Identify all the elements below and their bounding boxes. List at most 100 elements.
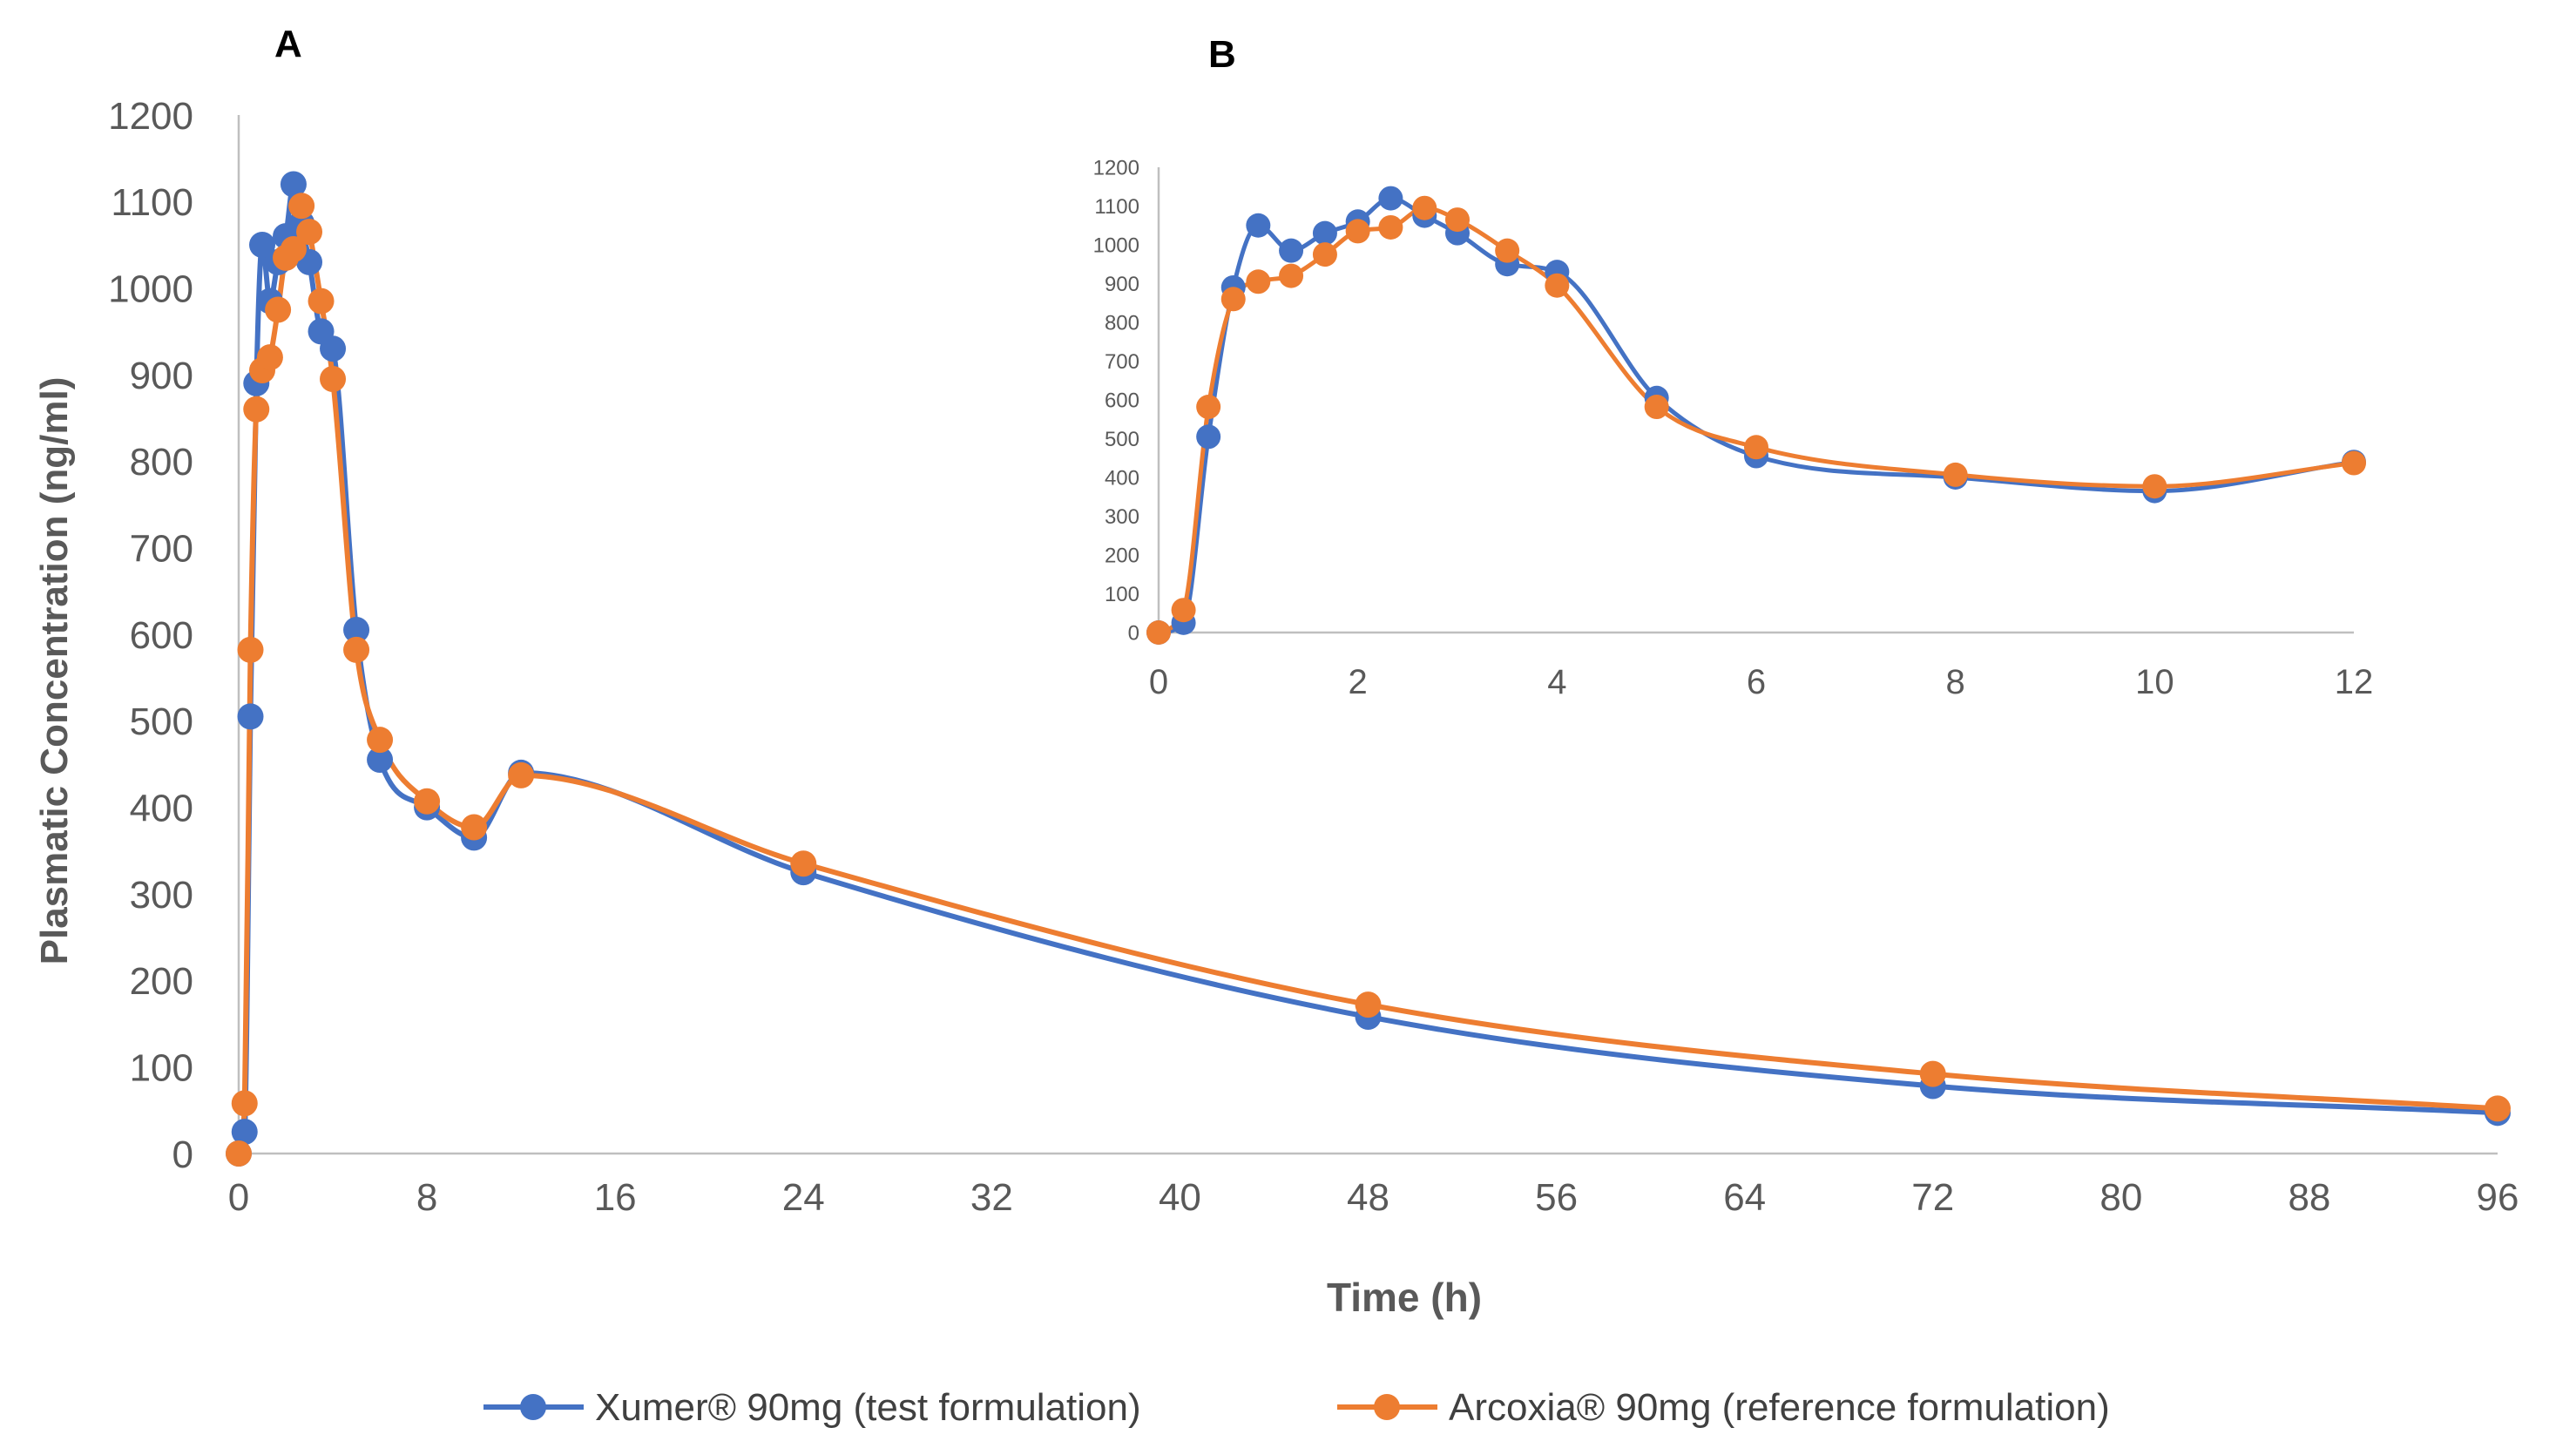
- b-x-tick-label: 12: [2335, 663, 2374, 701]
- b-x-tick-label: 8: [1946, 663, 1965, 701]
- a-series-1-point: [288, 193, 315, 220]
- a-y-tick-label: 300: [130, 874, 193, 917]
- b-y-tick-label: 200: [1105, 545, 1139, 568]
- b-series-1-point: [1412, 195, 1437, 220]
- b-series-1-point: [1445, 207, 1470, 233]
- a-x-tick-label: 8: [416, 1176, 437, 1219]
- a-y-tick-label: 100: [130, 1047, 193, 1090]
- legend-marker-0: [520, 1394, 546, 1420]
- b-y-tick-label: 300: [1105, 505, 1139, 529]
- a-y-tick-label: 900: [130, 355, 193, 397]
- panel-a-axes: [237, 115, 2498, 1155]
- a-series-1-point: [1919, 1060, 1946, 1087]
- a-x-tick-label: 72: [1911, 1176, 1954, 1219]
- b-y-tick-label: 800: [1105, 312, 1139, 335]
- b-x-tick-label: 2: [1349, 663, 1368, 701]
- legend-marker-1: [1374, 1394, 1400, 1420]
- a-series-1-point: [343, 636, 370, 663]
- a-series-1-point: [2485, 1095, 2511, 1122]
- b-x-tick-label: 6: [1747, 663, 1766, 701]
- b-y-tick-label: 1100: [1094, 195, 1139, 219]
- a-y-tick-label: 600: [130, 614, 193, 657]
- b-series-0-point: [1196, 424, 1221, 450]
- b-x-tick-label: 10: [2135, 663, 2174, 701]
- legend-item-1: Arcoxia® 90mg (reference formulation): [1337, 1386, 2110, 1429]
- b-series-1-line: [1157, 206, 2355, 635]
- b-series-1-point: [1744, 435, 1768, 460]
- a-y-tick-label: 200: [130, 960, 193, 1003]
- b-series-1-point: [1943, 462, 1968, 487]
- a-y-tick-label: 700: [130, 528, 193, 571]
- a-series-0-point: [367, 747, 394, 774]
- legend-item-0: Xumer® 90mg (test formulation): [483, 1386, 1141, 1429]
- b-series-0-point: [1312, 220, 1337, 246]
- a-series-1-point: [226, 1140, 252, 1167]
- b-series-0-point: [1246, 213, 1271, 238]
- b-y-tick-label: 400: [1105, 467, 1139, 491]
- panel-a-label: A: [274, 23, 302, 65]
- a-series-1-point: [790, 850, 817, 877]
- panel-b: B 01002003004005006007008009001000110012…: [1093, 33, 2374, 701]
- b-y-tick-label: 600: [1105, 389, 1139, 413]
- a-series-1-point: [231, 1090, 258, 1117]
- a-series-0-point: [280, 171, 307, 198]
- a-series-0-point: [231, 1119, 258, 1146]
- b-x-tick-label: 4: [1547, 663, 1566, 701]
- a-series-0-point: [343, 617, 370, 644]
- a-x-tick-label: 80: [2099, 1176, 2142, 1219]
- y-axis-title: Plasmatic Concentration (ng/ml): [33, 377, 76, 965]
- a-x-tick-label: 88: [2288, 1176, 2330, 1219]
- a-series-1-point: [414, 788, 441, 815]
- a-series-1-point: [320, 365, 347, 392]
- b-y-tick-label: 500: [1105, 428, 1139, 451]
- b-y-tick-label: 0: [1128, 622, 1139, 646]
- a-series-1-point: [280, 235, 307, 262]
- legend: Xumer® 90mg (test formulation) Arcoxia® 9…: [483, 1386, 2110, 1429]
- a-y-tick-label: 1000: [108, 268, 193, 311]
- a-series-1-point: [256, 344, 283, 371]
- panel-a-y-ticks: 0 100 200 300 400 500 600 700 800 900 1000 1100 1200: [108, 95, 193, 1176]
- b-series-1-point: [1246, 269, 1271, 294]
- b-series-1-point: [1171, 598, 1196, 623]
- b-series-1-point: [1495, 238, 1520, 263]
- b-series-1-point: [2342, 450, 2366, 476]
- b-series-1-point: [1146, 620, 1171, 645]
- a-series-1-point: [1355, 991, 1382, 1018]
- panel-b-label: B: [1208, 33, 1236, 76]
- b-series-1-point: [1644, 395, 1669, 420]
- b-series-0-point: [1378, 186, 1403, 211]
- a-series-1-point: [508, 761, 535, 788]
- a-series-1-point: [243, 396, 270, 423]
- x-axis-title: Time (h): [1327, 1275, 1482, 1320]
- b-y-tick-label: 100: [1105, 583, 1139, 606]
- a-series-1-point: [367, 727, 394, 754]
- b-y-tick-label: 900: [1105, 273, 1139, 296]
- b-x-tick-label: 0: [1149, 663, 1168, 701]
- panel-b-y-ticks: 0 100 200 300 400 500 600 700 800 900 1000 1100 1200: [1093, 157, 1139, 646]
- a-y-tick-label: 800: [130, 441, 193, 484]
- panel-b-series: [1146, 186, 2366, 645]
- a-y-tick-label: 0: [172, 1133, 193, 1176]
- b-series-1-point: [1378, 214, 1403, 240]
- legend-label-1: Arcoxia® 90mg (reference formulation): [1449, 1386, 2110, 1429]
- a-series-1-point: [308, 288, 335, 315]
- b-series-1-point: [1279, 263, 1304, 288]
- b-series-0-point: [1279, 238, 1304, 263]
- a-y-tick-label: 400: [130, 788, 193, 830]
- b-series-1-point: [1220, 287, 1246, 312]
- b-series-1-point: [1196, 395, 1221, 420]
- b-y-tick-label: 1200: [1093, 157, 1139, 180]
- panel-b-axes: [1157, 167, 2354, 634]
- a-x-tick-label: 32: [970, 1176, 1013, 1219]
- a-y-tick-label: 1100: [111, 181, 193, 224]
- a-x-tick-label: 40: [1159, 1176, 1201, 1219]
- a-series-0-point: [237, 703, 264, 730]
- a-x-tick-label: 96: [2477, 1176, 2519, 1219]
- a-series-1-point: [265, 296, 292, 323]
- panel-b-x-ticks: 0 2 4 6 8 10 12: [1149, 663, 2373, 701]
- a-series-0-point: [320, 335, 347, 362]
- a-x-tick-label: 24: [782, 1176, 825, 1219]
- b-series-1-point: [1345, 219, 1370, 244]
- b-series-1-point: [1545, 273, 1570, 298]
- a-series-1-point: [461, 814, 488, 841]
